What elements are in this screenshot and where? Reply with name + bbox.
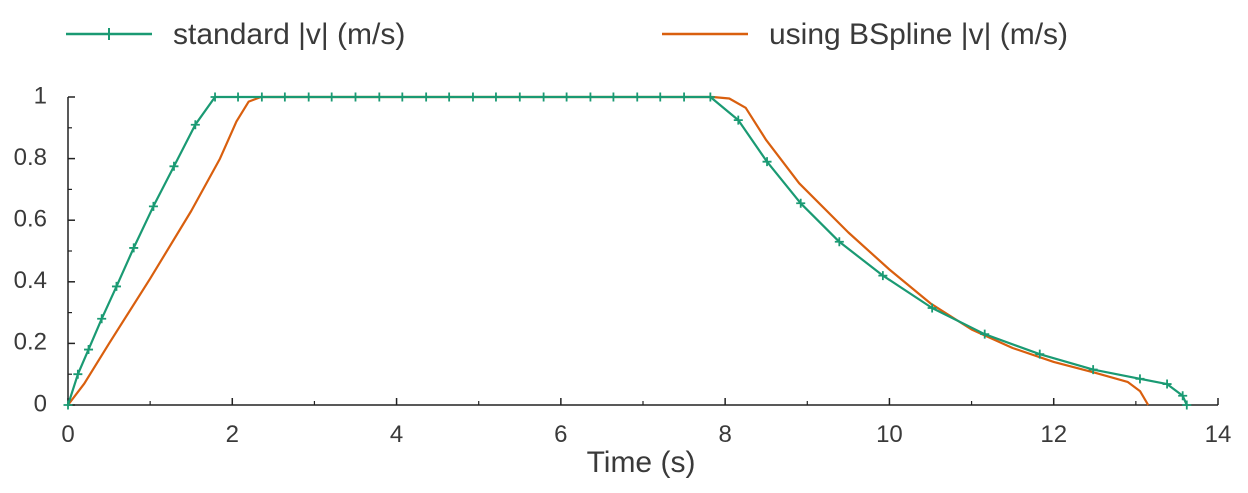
- data-point-standard: [1182, 400, 1192, 410]
- data-point-standard: [562, 92, 572, 102]
- data-point-standard: [421, 92, 431, 102]
- data-point-standard: [1035, 349, 1045, 359]
- data-point-standard: [63, 400, 73, 410]
- y-tick-label: 0.8: [14, 144, 47, 171]
- data-point-standard: [327, 92, 337, 102]
- data-point-standard: [397, 92, 407, 102]
- data-point-standard: [304, 92, 314, 102]
- series-layer: [63, 92, 1192, 410]
- data-point-standard: [468, 92, 478, 102]
- data-point-standard: [762, 157, 772, 167]
- data-point-standard: [632, 92, 642, 102]
- data-point-standard: [878, 271, 888, 281]
- data-point-standard: [515, 92, 525, 102]
- x-tick-label: 14: [1205, 421, 1232, 448]
- data-point-standard: [111, 281, 121, 291]
- x-tick-label: 4: [390, 421, 403, 448]
- data-point-standard: [210, 92, 220, 102]
- y-tick-label: 0.6: [14, 206, 47, 233]
- data-point-standard: [73, 369, 83, 379]
- data-point-standard: [1178, 391, 1188, 401]
- data-point-standard: [834, 237, 844, 247]
- data-point-standard: [1162, 379, 1172, 389]
- legend-label-standard: standard |v| (m/s): [173, 18, 405, 51]
- legend: standard |v| (m/s) using BSpline |v| (m/…: [66, 18, 1068, 51]
- data-point-standard: [655, 92, 665, 102]
- x-axis-title: Time (s): [587, 446, 696, 479]
- data-point-standard: [585, 92, 595, 102]
- data-point-standard: [280, 92, 290, 102]
- y-tick-label: 0.2: [14, 329, 47, 356]
- x-tick-label: 6: [554, 421, 567, 448]
- x-tick-label: 10: [876, 421, 903, 448]
- data-point-standard: [374, 92, 384, 102]
- data-point-standard: [84, 345, 94, 355]
- data-point-standard: [705, 92, 715, 102]
- data-point-standard: [233, 92, 243, 102]
- series-line-standard: [66, 95, 1188, 406]
- data-point-standard: [491, 92, 501, 102]
- x-tick-label: 12: [1040, 421, 1067, 448]
- axes: 0 2 4 6 8 10 12 14 0 0.2 0.4 0.6 0.8 1 Time (s): [14, 82, 1232, 479]
- data-point-standard: [129, 243, 139, 253]
- data-point-standard: [980, 329, 990, 339]
- x-tick-label: 8: [718, 421, 731, 448]
- y-tick-label: 1: [34, 82, 47, 109]
- data-point-standard: [148, 201, 158, 211]
- data-point-standard: [679, 92, 689, 102]
- data-point-standard: [169, 161, 179, 171]
- data-point-standard: [539, 92, 549, 102]
- x-tick-label: 0: [61, 421, 74, 448]
- y-ticks: 0 0.2 0.4 0.6 0.8 1: [14, 82, 75, 417]
- data-point-standard: [190, 120, 200, 130]
- data-point-standard: [1135, 374, 1145, 384]
- y-tick-label: 0: [34, 390, 47, 417]
- x-ticks: 0 2 4 6 8 10 12 14: [61, 398, 1231, 448]
- data-point-standard: [257, 92, 267, 102]
- series-line-bspline: [67, 95, 1150, 406]
- data-point-standard: [444, 92, 454, 102]
- data-point-standard: [927, 303, 937, 313]
- x-tick-label: 2: [226, 421, 239, 448]
- data-point-standard: [1088, 365, 1098, 375]
- data-point-standard: [733, 115, 743, 125]
- data-point-standard: [796, 198, 806, 208]
- legend-label-bspline: using BSpline |v| (m/s): [769, 18, 1068, 51]
- y-tick-label: 0.4: [14, 267, 47, 294]
- data-point-standard: [351, 92, 360, 102]
- data-point-standard: [608, 92, 618, 102]
- data-point-standard: [97, 314, 107, 324]
